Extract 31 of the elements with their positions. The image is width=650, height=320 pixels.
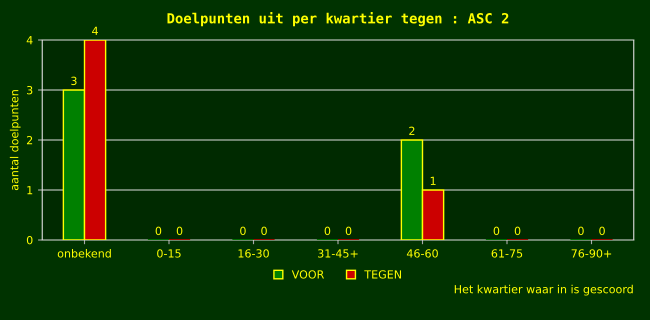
data-label: 0: [346, 226, 352, 236]
y-tick-label: 1: [27, 186, 32, 194]
data-label: 0: [324, 226, 330, 236]
data-label: 0: [494, 226, 500, 236]
x-tick-label: 61-75: [492, 249, 522, 258]
x-tick-label: 46-60: [406, 249, 438, 258]
x-tick-label: 76-90+: [572, 249, 612, 258]
data-label: 0: [156, 226, 162, 236]
data-label: 0: [599, 226, 605, 236]
data-label: 0: [176, 226, 182, 236]
chart-title: Doelpunten uit per kwartier tegen : ASC 2: [168, 12, 508, 26]
y-tick-label: 3: [27, 86, 32, 94]
data-label: 0: [240, 226, 246, 236]
y-tick-label: 4: [26, 36, 33, 44]
data-label: 0: [261, 226, 267, 236]
data-label: 2: [409, 126, 414, 135]
data-label: 1: [430, 176, 436, 185]
data-label: 3: [71, 76, 77, 86]
y-axis-title: aantal doelpunten: [10, 90, 21, 190]
x-tick-label: 31-45+: [318, 249, 358, 258]
legend-label: TEGEN: [364, 270, 401, 279]
data-label: 0: [578, 226, 584, 236]
x-tick-label: 0-15: [157, 249, 181, 258]
x-axis-title: Het kwartier waar in is gescoord: [454, 284, 633, 296]
legend-label: VOOR: [292, 270, 324, 279]
data-label: 0: [514, 226, 520, 236]
x-tick-label: 16-30: [238, 249, 269, 258]
y-tick-label: 0: [26, 236, 32, 244]
y-tick-label: 2: [26, 136, 32, 144]
x-tick-label: onbekend: [58, 249, 111, 258]
data-label: 4: [92, 26, 98, 35]
